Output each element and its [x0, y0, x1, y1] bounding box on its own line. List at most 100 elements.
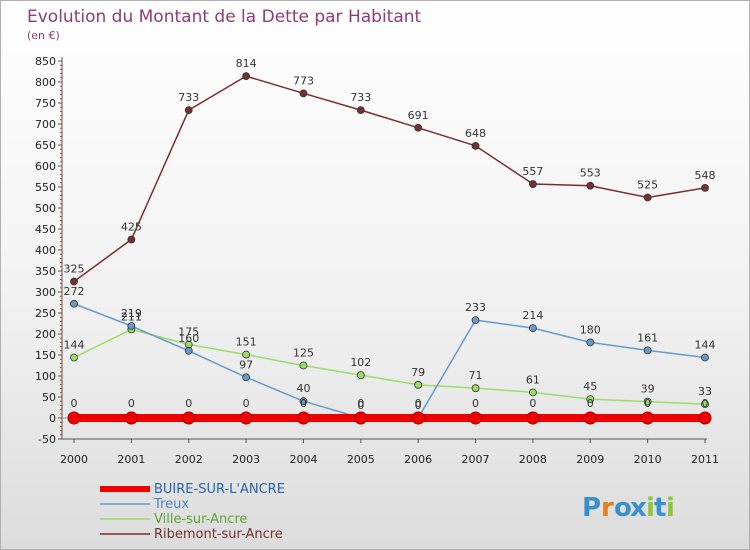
data-label: 733: [350, 91, 371, 104]
data-point-3: [299, 89, 308, 98]
data-label: 0: [357, 399, 364, 412]
data-point-1: [643, 346, 652, 355]
x-tick-label: 2007: [462, 453, 490, 466]
logo-letter: x: [630, 493, 647, 523]
data-point-2: [414, 380, 423, 389]
y-tick-label: 500: [35, 202, 56, 215]
data-point-3: [356, 106, 365, 115]
data-point-buire: [296, 411, 310, 425]
legend: BUIRE-SUR-L'ANCRETreuxVille-sur-AncreRib…: [100, 482, 285, 542]
data-label: 33: [698, 385, 712, 398]
data-point-1: [184, 346, 193, 355]
data-label: 160: [178, 332, 199, 345]
data-point-2: [529, 388, 537, 397]
data-label: 144: [695, 339, 716, 352]
zero-data-label: 0: [587, 397, 594, 410]
data-label: 525: [637, 179, 658, 192]
data-point-1: [242, 373, 250, 382]
data-point-1: [70, 299, 78, 308]
data-label: 39: [641, 383, 655, 396]
data-label: 97: [239, 358, 253, 371]
data-label: 548: [695, 169, 716, 182]
zero-data-label: 0: [472, 397, 479, 410]
data-label: 648: [465, 127, 486, 140]
logo-letter: o: [614, 493, 632, 523]
y-tick-label: 200: [35, 328, 56, 341]
legend-label: BUIRE-SUR-L'ANCRE: [154, 482, 285, 497]
data-point-buire: [526, 411, 540, 425]
x-tick-label: 2010: [634, 453, 662, 466]
data-point-3: [127, 235, 136, 244]
data-label: 733: [178, 91, 199, 104]
y-tick-label: 450: [35, 223, 56, 236]
data-point-buire: [182, 411, 196, 425]
data-label: 773: [293, 74, 314, 87]
zero-data-label: 0: [300, 397, 307, 410]
zero-data-label: 0: [357, 397, 364, 410]
data-point-1: [701, 353, 709, 362]
x-tick-label: 2008: [519, 453, 547, 466]
data-point-2: [299, 361, 308, 370]
series-line-2: [73, 328, 706, 405]
data-label: 425: [121, 221, 142, 234]
data-label: 61: [526, 373, 540, 386]
x-tick-label: 2001: [117, 453, 145, 466]
data-point-buire: [124, 411, 138, 425]
y-tick-label: 800: [35, 76, 56, 89]
data-label: 161: [637, 331, 658, 344]
y-tick-label: 850: [35, 55, 56, 68]
data-point-buire: [239, 411, 253, 425]
y-tick-label: 750: [35, 97, 56, 110]
data-point-1: [299, 397, 308, 406]
y-tick-label: 0: [49, 412, 56, 425]
data-point-3: [471, 141, 480, 150]
data-label: 557: [522, 165, 543, 178]
data-point-3: [242, 72, 250, 81]
data-point-buire: [583, 411, 597, 425]
logo-letter: r: [601, 493, 614, 523]
chart-subtitle: (en €): [27, 29, 60, 42]
data-label: 71: [469, 369, 483, 382]
data-labels: 325 425 733 814 773 733 691 648 557 553 525 548 272 2…: [64, 57, 716, 412]
logo-letter: t: [654, 493, 666, 523]
zero-data-label: 0: [415, 397, 422, 410]
data-point-buire: [354, 411, 368, 425]
axes: -500501001502002503003504004505005506006…: [35, 55, 719, 466]
data-point-2: [643, 397, 652, 406]
data-point-3: [643, 193, 652, 202]
y-tick-label: 650: [35, 139, 56, 152]
data-point-2: [701, 400, 709, 409]
data-point-1: [529, 324, 537, 333]
data-point-3: [529, 180, 537, 188]
x-tick-label: 2009: [576, 453, 604, 466]
data-point-3: [184, 106, 193, 115]
data-point-2: [356, 371, 365, 380]
data-point-1: [127, 322, 136, 330]
data-point-buire: [469, 411, 483, 425]
y-tick-label: 550: [35, 181, 56, 194]
data-label: 125: [293, 347, 314, 360]
logo-letter: i: [646, 493, 655, 523]
data-label: 144: [64, 339, 85, 352]
zero-data-label: 0: [243, 397, 250, 410]
data-point-buire: [698, 411, 712, 425]
legend-label: Ville-sur-Ancre: [154, 512, 247, 527]
data-point-2: [586, 395, 595, 404]
y-tick-label: 350: [35, 265, 56, 278]
data-label: 40: [296, 382, 310, 395]
zero-data-label: 0: [71, 397, 78, 410]
legend-label: Ribemont-sur-Ancre: [154, 527, 283, 542]
x-tick-label: 2002: [175, 453, 203, 466]
data-point-buire: [641, 411, 655, 425]
series-layer: [67, 72, 712, 425]
data-label: 272: [64, 285, 85, 298]
data-point-buire: [411, 411, 425, 425]
data-label: 0: [415, 399, 422, 412]
y-tick-label: 150: [35, 349, 56, 362]
data-label: 102: [350, 356, 371, 369]
y-tick-label: 400: [35, 244, 56, 257]
y-tick-label: 50: [42, 391, 56, 404]
data-label: 233: [465, 301, 486, 314]
